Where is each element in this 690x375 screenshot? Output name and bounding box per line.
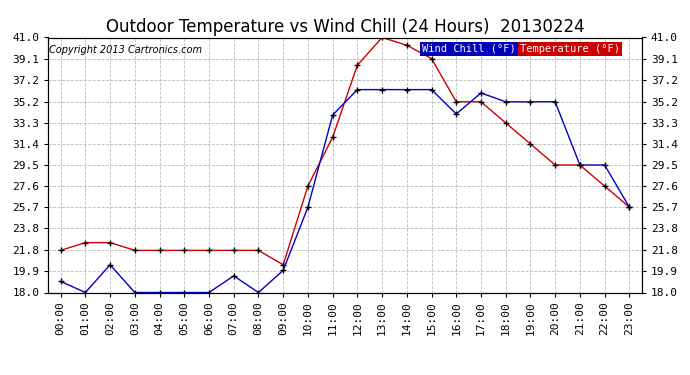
Text: Wind Chill (°F): Wind Chill (°F) [422, 44, 516, 54]
Text: Copyright 2013 Cartronics.com: Copyright 2013 Cartronics.com [50, 45, 202, 55]
Text: Temperature (°F): Temperature (°F) [520, 44, 620, 54]
Title: Outdoor Temperature vs Wind Chill (24 Hours)  20130224: Outdoor Temperature vs Wind Chill (24 Ho… [106, 18, 584, 36]
